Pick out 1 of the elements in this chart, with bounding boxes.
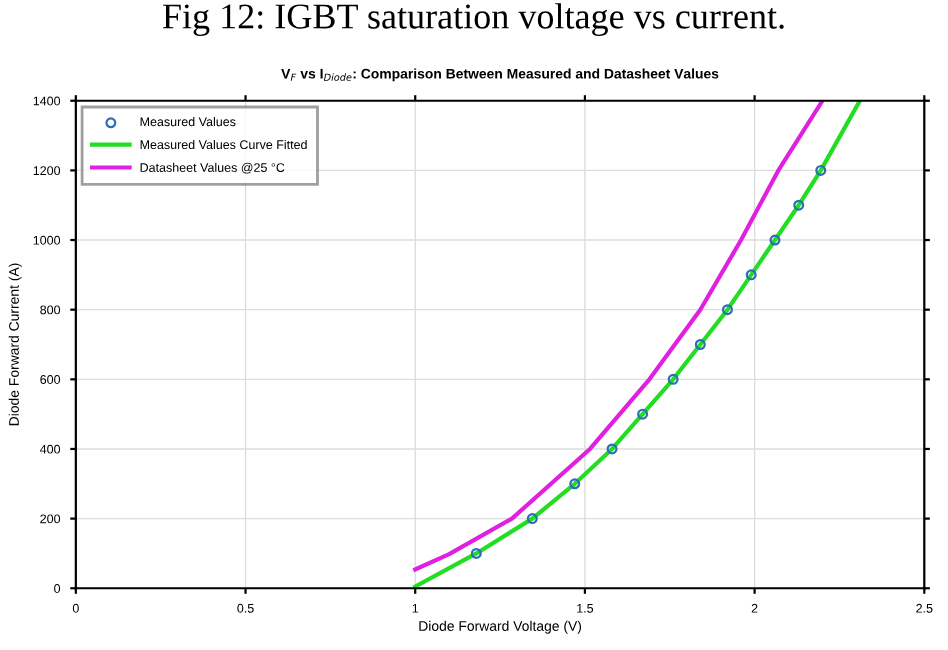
chart-title: Fig 12: IGBT saturation voltage vs current. <box>162 3 784 37</box>
